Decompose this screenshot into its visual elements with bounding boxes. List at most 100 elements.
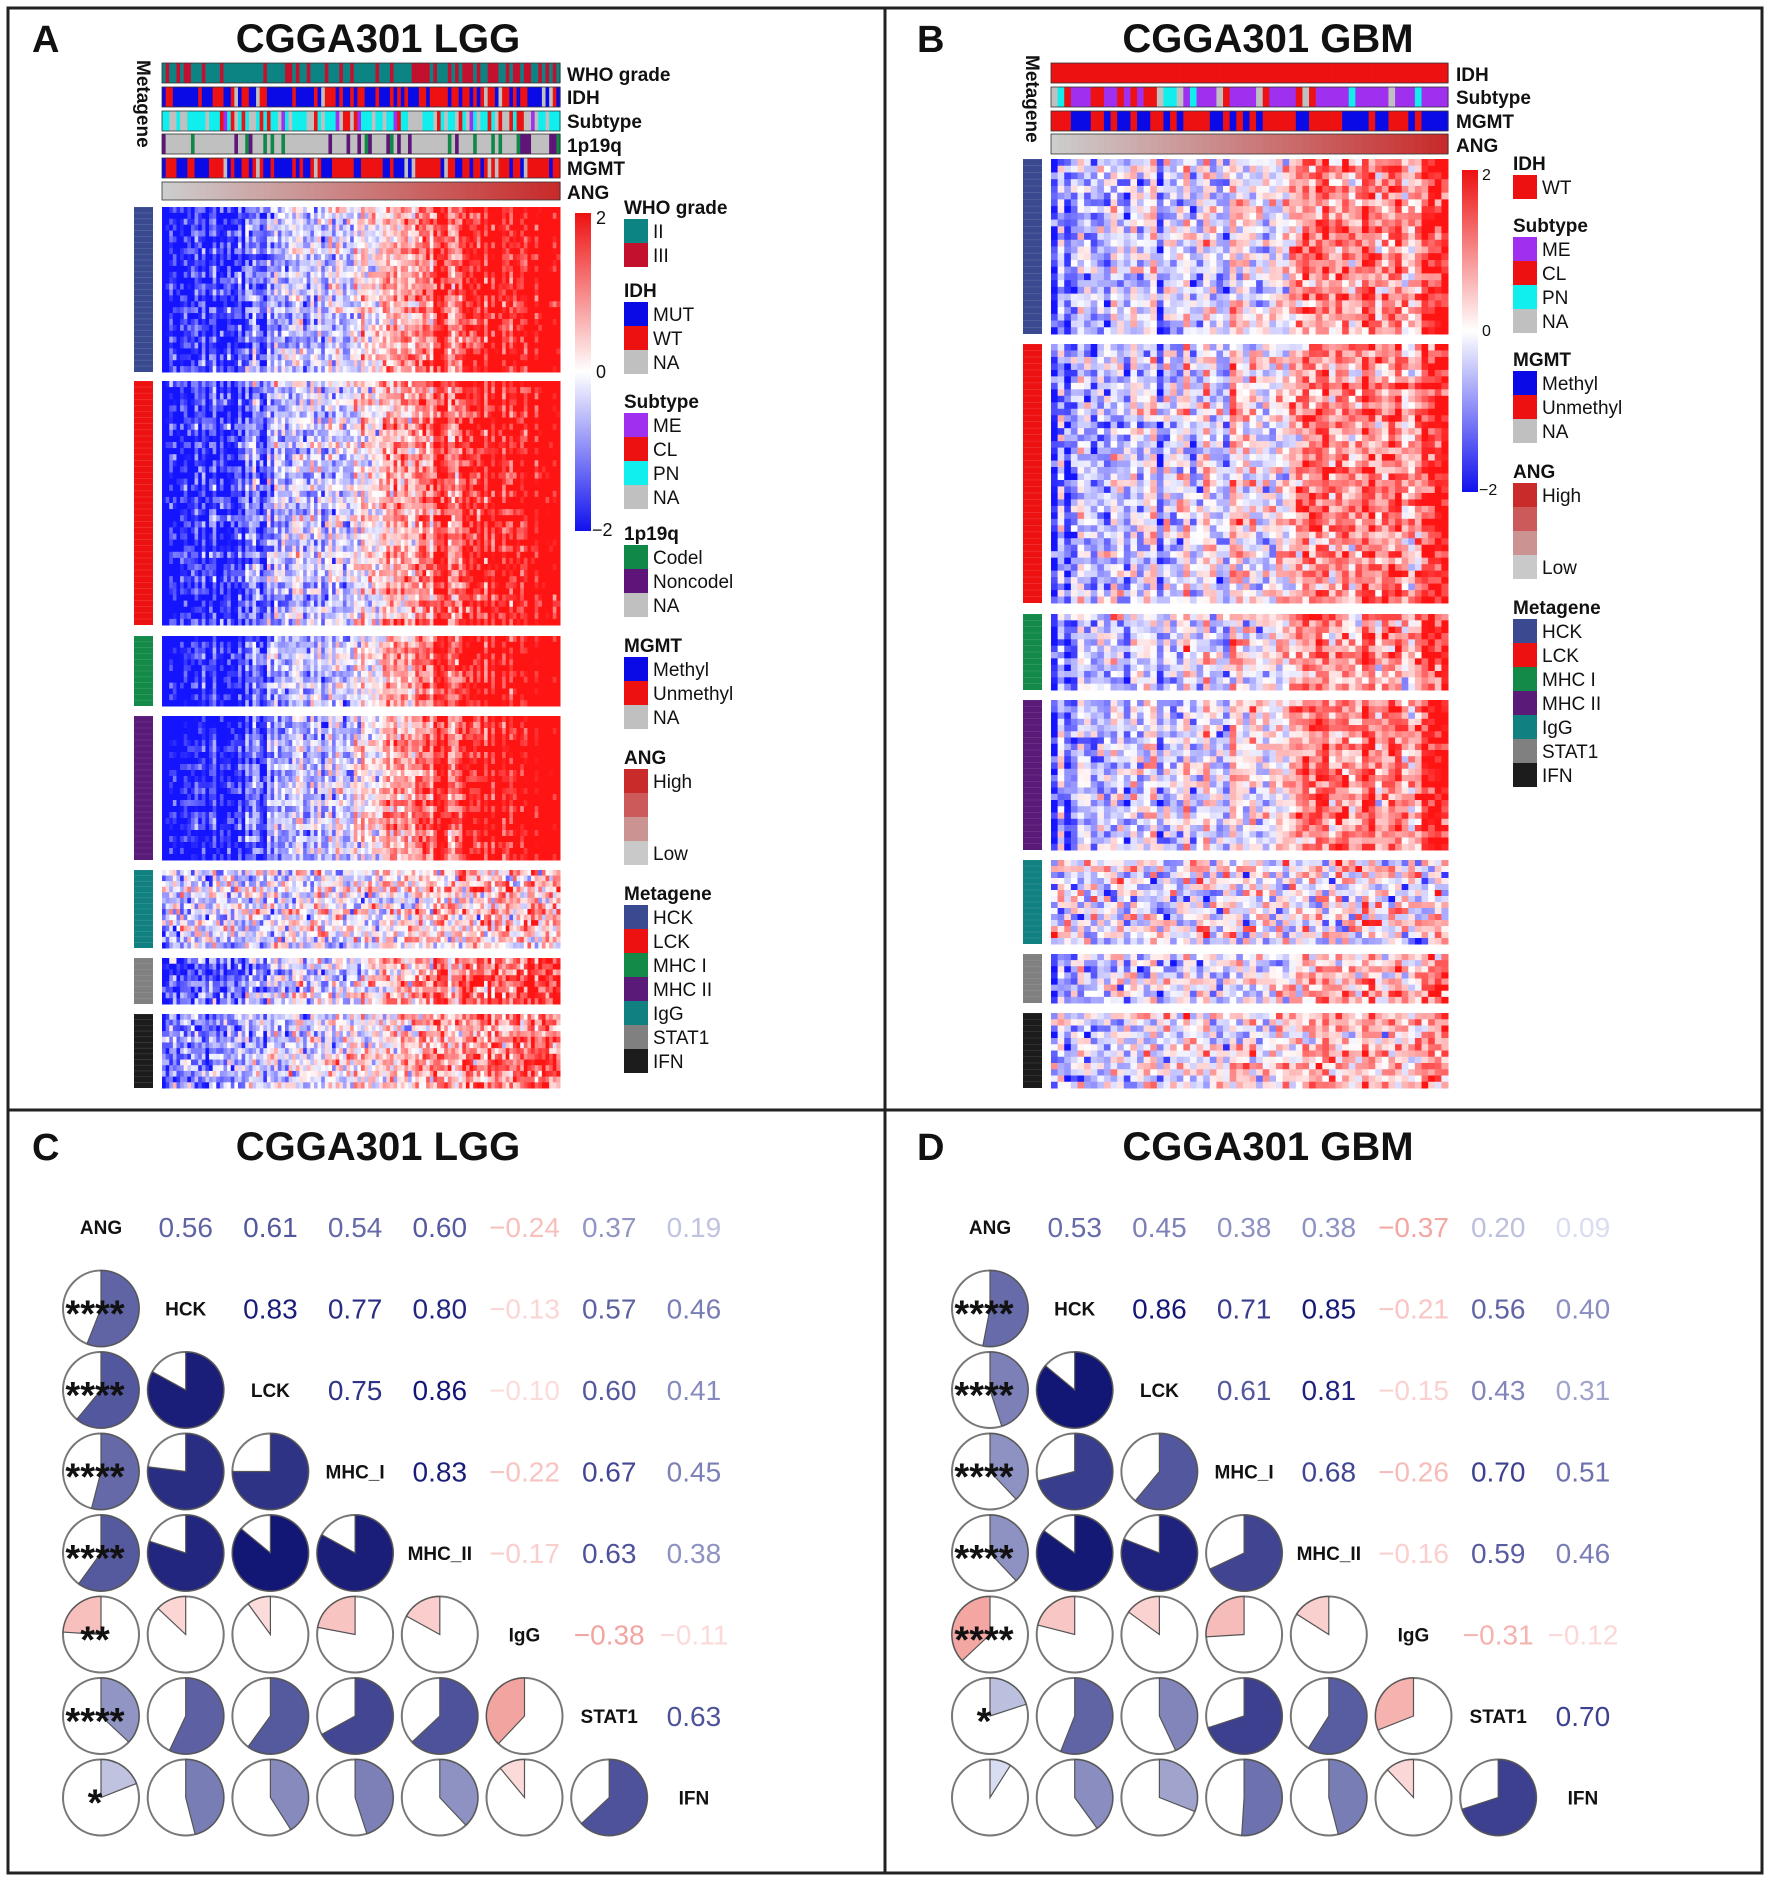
heatmap-cell (440, 277, 445, 285)
heatmap-cell (509, 429, 514, 437)
annotation-cell (245, 182, 250, 200)
heatmap-cell (241, 330, 246, 338)
heatmap-cell (194, 381, 199, 388)
panel-b-annotation-labels: IDH Subtype MGMT ANG (1456, 65, 1531, 157)
heatmap-cell (386, 207, 391, 214)
heatmap-cell (480, 318, 485, 326)
heatmap-cell (375, 417, 380, 425)
heatmap-cell (444, 271, 449, 279)
heatmap-cell (248, 360, 253, 367)
heatmap-cell (219, 342, 225, 349)
heatmap-cell (263, 429, 268, 437)
heatmap-cell (180, 318, 185, 326)
heatmap-cell (335, 313, 340, 320)
annotation-cell (187, 63, 192, 83)
annotation-cell (324, 182, 330, 200)
heatmap-cell (422, 313, 427, 320)
heatmap-cell (183, 381, 188, 388)
annotation-cell (523, 134, 529, 154)
heatmap-cell (346, 387, 351, 394)
heatmap-cell (209, 307, 214, 314)
heatmap-cell (285, 354, 290, 361)
heatmap-cell (397, 354, 402, 361)
heatmap-cell (371, 207, 376, 214)
annotation-cell (332, 158, 337, 178)
heatmap-cell (281, 324, 286, 332)
annotation-cell (248, 134, 254, 154)
heatmap-cell (444, 411, 449, 419)
heatmap-cell (241, 236, 246, 243)
heatmap-cell (433, 289, 438, 296)
annotation-cell (451, 111, 456, 131)
heatmap-cell (476, 212, 481, 220)
annotation-cell (216, 87, 221, 107)
heatmap-cell (346, 236, 351, 243)
heatmap-cell (371, 254, 376, 261)
heatmap-cell (176, 295, 181, 302)
heatmap-cell (541, 393, 547, 400)
heatmap-cell (408, 417, 413, 425)
heatmap-cell (353, 307, 358, 314)
heatmap-cell (310, 307, 315, 314)
heatmap-cell (223, 248, 228, 255)
heatmap-cell (484, 295, 489, 302)
heatmap-cell (397, 366, 402, 373)
heatmap-cell (335, 207, 340, 214)
heatmap-cell (426, 411, 431, 419)
heatmap-cell (295, 348, 300, 355)
heatmap-cell (198, 313, 203, 320)
heatmap-cell (303, 271, 308, 279)
heatmap-cell (353, 289, 358, 296)
heatmap-cell (418, 342, 424, 349)
heatmap-cell (162, 387, 167, 394)
heatmap-cell (382, 381, 387, 388)
heatmap-cell (353, 248, 358, 255)
annotation-cell (545, 111, 550, 131)
heatmap-cell (172, 435, 177, 443)
heatmap-cell (389, 423, 395, 431)
heatmap-cell (422, 307, 427, 314)
heatmap-cell (176, 283, 181, 290)
heatmap-cell (426, 423, 431, 431)
heatmap-cell (234, 411, 239, 419)
heatmap-cell (172, 218, 177, 226)
heatmap-cell (346, 381, 351, 388)
heatmap-cell (484, 336, 489, 344)
heatmap-cell (187, 283, 192, 290)
annotation-cell (317, 87, 322, 107)
heatmap-cell (502, 224, 507, 232)
heatmap-cell (317, 429, 322, 437)
heatmap-cell (350, 301, 355, 308)
heatmap-cell (324, 393, 329, 400)
heatmap-cell (469, 283, 474, 290)
heatmap-cell (263, 283, 268, 290)
heatmap-cell (190, 218, 196, 226)
heatmap-cell (541, 283, 547, 290)
heatmap-cell (494, 283, 499, 290)
heatmap-cell (371, 307, 376, 314)
heatmap-cell (527, 330, 532, 338)
heatmap-cell (216, 301, 221, 308)
annotation-cell (502, 111, 507, 131)
heatmap-cell (328, 348, 333, 355)
heatmap-cell (237, 342, 243, 349)
heatmap-cell (411, 393, 416, 400)
heatmap-cell (404, 218, 409, 226)
heatmap-cell (252, 207, 257, 214)
heatmap-cell (313, 307, 319, 314)
heatmap-cell (172, 330, 177, 338)
heatmap-cell (400, 254, 405, 261)
heatmap-cell (357, 324, 362, 332)
heatmap-cell (321, 336, 326, 344)
heatmap-cell (350, 417, 355, 425)
heatmap-cell (487, 212, 492, 220)
heatmap-cell (404, 248, 409, 255)
heatmap-cell (552, 381, 557, 388)
heatmap-cell (180, 423, 185, 431)
heatmap-cell (502, 411, 507, 419)
heatmap-cell (288, 260, 293, 267)
heatmap-cell (520, 348, 525, 355)
heatmap-cell (256, 265, 261, 273)
annotation-cell (357, 134, 362, 154)
heatmap-cell (234, 248, 239, 255)
